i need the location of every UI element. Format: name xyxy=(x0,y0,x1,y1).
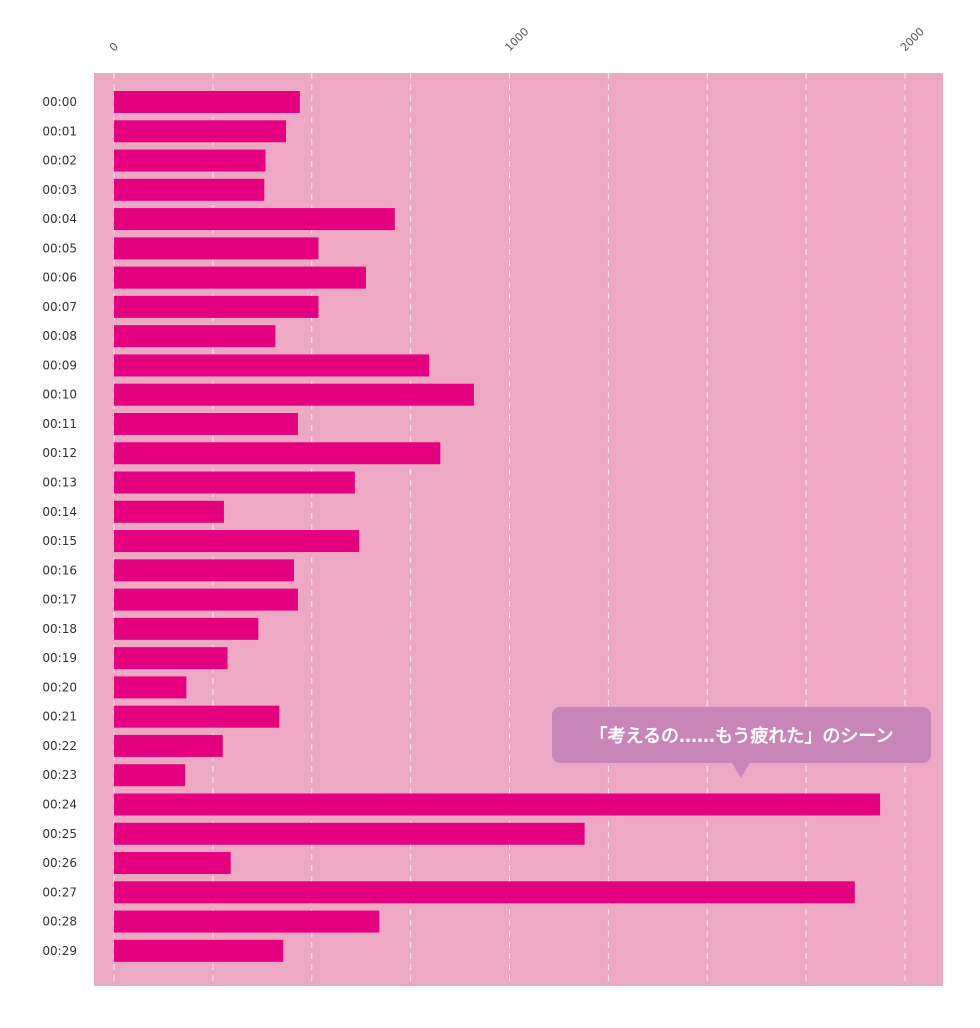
bar-00-14 xyxy=(114,500,224,523)
category-label: 00:08 xyxy=(42,329,77,343)
bar-00-20 xyxy=(114,676,187,699)
annotation-callout-pointer xyxy=(732,763,750,778)
bar-00-21 xyxy=(114,705,280,728)
bar-00-13 xyxy=(114,471,355,494)
bars xyxy=(114,91,881,962)
bar-00-10 xyxy=(114,383,474,406)
category-label: 00:15 xyxy=(42,534,77,548)
x-tick-label: 1000 xyxy=(502,25,531,54)
bar-00-00 xyxy=(114,91,300,113)
y-axis-labels: 00:00 00:01 00:02 00:03 00:04 00:05 00:06 00:07… xyxy=(42,95,77,958)
x-axis-ticks: 0 1000 2000 xyxy=(107,25,927,54)
category-label: 00:07 xyxy=(42,300,77,314)
bar-00-02 xyxy=(114,149,266,172)
bar-00-23 xyxy=(114,764,186,787)
bar-00-01 xyxy=(114,120,287,143)
bar-00-29 xyxy=(114,939,284,962)
bar-00-08 xyxy=(114,325,276,348)
category-label: 00:21 xyxy=(42,710,77,724)
category-label: 00:24 xyxy=(42,797,77,811)
bar-00-22 xyxy=(114,734,223,757)
bar-00-27 xyxy=(114,881,855,904)
category-label: 00:14 xyxy=(42,505,77,519)
bar-00-19 xyxy=(114,647,228,670)
bar-00-24 xyxy=(114,793,881,816)
category-label: 00:20 xyxy=(42,680,77,694)
category-label: 00:06 xyxy=(42,271,77,285)
bar-00-25 xyxy=(114,822,585,845)
annotation-callout: 「考えるの……もう疲れた」のシーン xyxy=(552,707,931,763)
category-label: 00:02 xyxy=(42,154,77,168)
category-label: 00:10 xyxy=(42,388,77,402)
category-label: 00:00 xyxy=(42,95,77,109)
bar-00-05 xyxy=(114,237,319,260)
bar-00-28 xyxy=(114,910,380,933)
category-label: 00:12 xyxy=(42,446,77,460)
category-label: 00:09 xyxy=(42,358,77,372)
x-tick-label: 2000 xyxy=(898,25,927,54)
bar-00-16 xyxy=(114,559,294,582)
bar-00-04 xyxy=(114,208,395,231)
bar-00-06 xyxy=(114,266,366,289)
category-label: 00:26 xyxy=(42,856,77,870)
category-label: 00:03 xyxy=(42,183,77,197)
category-label: 00:13 xyxy=(42,476,77,490)
bar-00-18 xyxy=(114,617,259,640)
category-label: 00:11 xyxy=(42,417,77,431)
bar-00-17 xyxy=(114,588,298,611)
category-label: 00:29 xyxy=(42,944,77,958)
category-label: 00:25 xyxy=(42,827,77,841)
category-label: 00:05 xyxy=(42,241,77,255)
bar-00-11 xyxy=(114,412,298,435)
x-tick-label: 0 xyxy=(107,40,121,54)
bar-00-03 xyxy=(114,178,265,201)
bar-00-07 xyxy=(114,295,319,318)
category-label: 00:17 xyxy=(42,593,77,607)
category-label: 00:23 xyxy=(42,768,77,782)
bar-00-26 xyxy=(114,852,231,875)
category-label: 00:18 xyxy=(42,622,77,636)
category-label: 00:28 xyxy=(42,915,77,929)
bar-00-12 xyxy=(114,442,441,465)
category-label: 00:22 xyxy=(42,739,77,753)
category-label: 00:27 xyxy=(42,885,77,899)
category-label: 00:16 xyxy=(42,563,77,577)
category-label: 00:19 xyxy=(42,651,77,665)
bar-00-15 xyxy=(114,530,360,553)
bar-00-09 xyxy=(114,354,430,377)
category-label: 00:04 xyxy=(42,212,77,226)
category-label: 00:01 xyxy=(42,124,77,138)
